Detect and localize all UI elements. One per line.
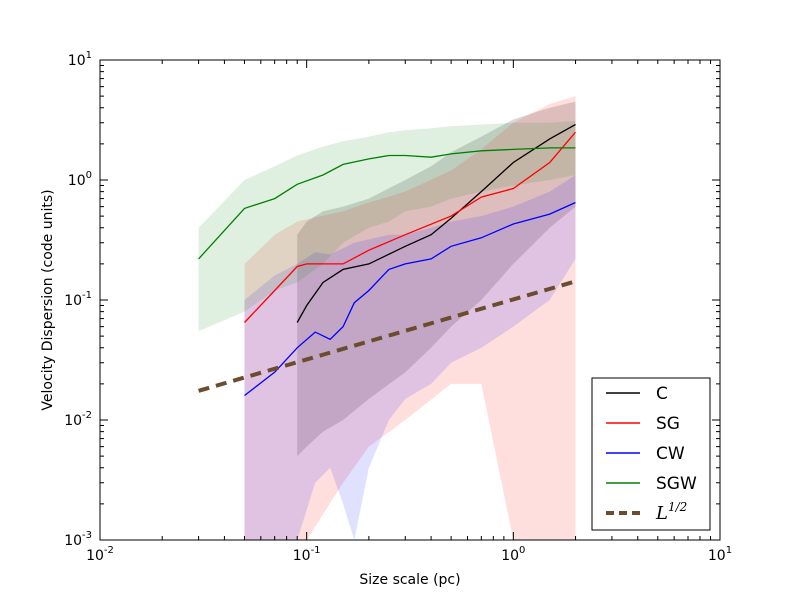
x-tick-label: 100: [501, 545, 525, 564]
x-tick-label: 101: [708, 545, 732, 564]
band-sgw: [198, 121, 576, 332]
y-tick-label: 10-3: [64, 530, 92, 549]
legend-box: [591, 377, 711, 531]
reference-line: [198, 279, 577, 393]
x-tick-label: 10-2: [86, 545, 114, 564]
x-tick-label: 10-1: [293, 545, 321, 564]
x-axis-label: Size scale (pc): [359, 572, 460, 588]
band-sg: [244, 96, 576, 540]
legend-label-sgw: SGW: [656, 474, 697, 494]
y-axis-label: Velocity Dispersion (code units): [40, 189, 56, 410]
series-line-sg: [244, 131, 576, 323]
reference-line-group: [198, 279, 577, 393]
y-tick-label: 10-2: [64, 410, 92, 429]
legend-label-sg: SG: [656, 414, 680, 434]
y-tick-label: 10-1: [64, 290, 92, 309]
y-tick-label: 101: [68, 50, 92, 69]
legend-label-cw: CW: [656, 444, 685, 464]
series-line-cw: [244, 201, 576, 397]
axis-ticks: [99, 59, 721, 541]
series-lines: [198, 123, 576, 397]
legend-label-c: C: [656, 384, 668, 404]
series-line-sgw: [198, 147, 576, 260]
series-line-c: [296, 123, 576, 323]
y-tick-label: 100: [68, 170, 92, 189]
error-bands: [198, 96, 576, 540]
band-cw: [244, 175, 576, 540]
